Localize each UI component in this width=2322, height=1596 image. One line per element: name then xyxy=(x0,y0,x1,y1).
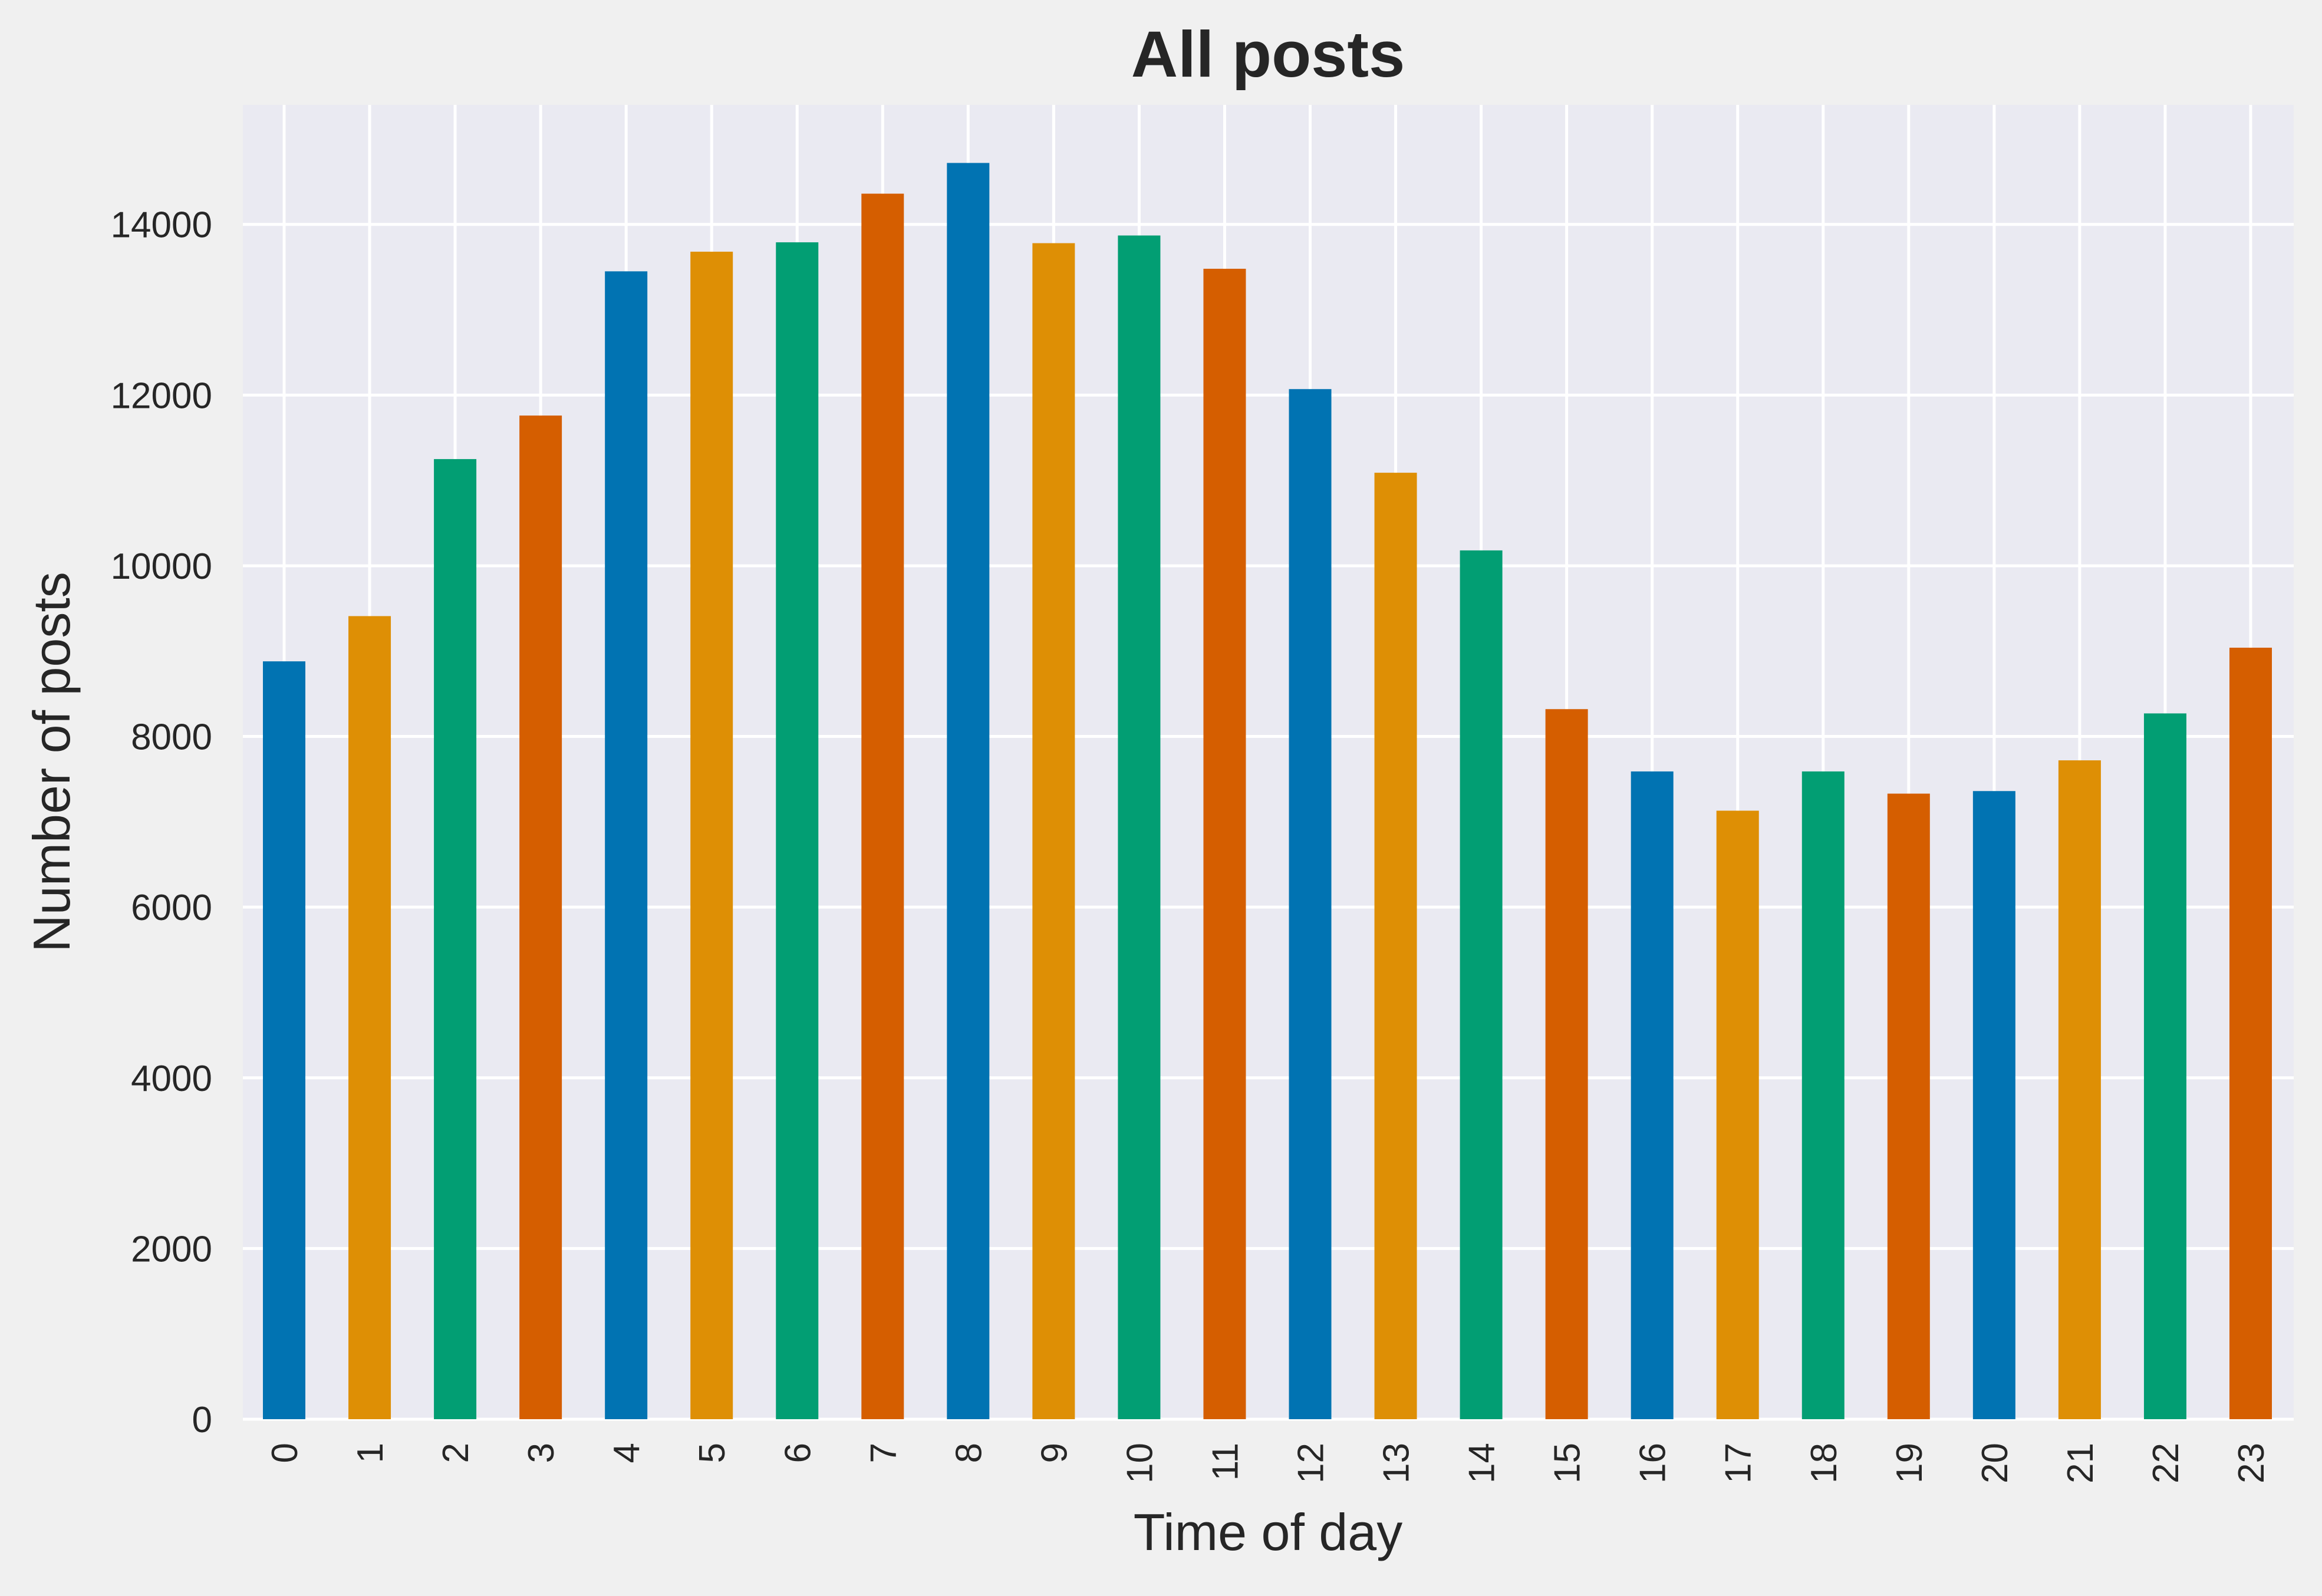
x-tick-label: 1 xyxy=(350,1443,391,1463)
bar-5 xyxy=(690,252,733,1419)
bar-13 xyxy=(1374,473,1417,1420)
x-tick-label: 23 xyxy=(2231,1443,2272,1483)
x-tick-label: 4 xyxy=(607,1443,647,1463)
y-tick-label: 12000 xyxy=(111,375,212,416)
x-tick-label: 18 xyxy=(1804,1443,1845,1483)
x-tick-label: 0 xyxy=(265,1443,305,1463)
bar-9 xyxy=(1032,243,1075,1419)
x-axis-label: Time of day xyxy=(1134,1503,1402,1561)
y-tick-label: 0 xyxy=(192,1400,212,1440)
plot-area xyxy=(243,105,2294,1419)
x-tick-label: 11 xyxy=(1205,1443,1246,1480)
bar-15 xyxy=(1545,709,1588,1419)
x-tick-label: 17 xyxy=(1718,1443,1759,1483)
x-tick-label: 20 xyxy=(1975,1443,2015,1483)
chart-title: All posts xyxy=(1131,18,1405,91)
y-tick-label: 10000 xyxy=(111,546,212,587)
x-tick-label: 15 xyxy=(1547,1443,1588,1483)
bars xyxy=(263,163,2272,1420)
bar-7 xyxy=(861,193,904,1419)
bar-18 xyxy=(1801,771,1845,1419)
bar-6 xyxy=(776,242,819,1419)
bar-3 xyxy=(519,416,562,1420)
bar-2 xyxy=(434,459,477,1419)
x-tick-labels: 0 1 2 3 4 5 6 7 8 9 10 11 12 13 14 15 16 17 18 19 20 21 22 23 xyxy=(265,1443,2272,1483)
bar-12 xyxy=(1289,389,1332,1419)
x-tick-label: 12 xyxy=(1291,1443,1332,1483)
bar-17 xyxy=(1716,810,1759,1419)
x-tick-label: 7 xyxy=(863,1443,904,1463)
x-tick-label: 6 xyxy=(778,1443,818,1463)
bar-10 xyxy=(1118,235,1161,1419)
bar-0 xyxy=(263,661,305,1419)
y-tick-labels: 0 2000 4000 6000 8000 10000 12000 14000 xyxy=(111,205,212,1440)
bar-21 xyxy=(2058,760,2101,1419)
y-axis-label: Number of posts xyxy=(22,572,81,952)
x-tick-label: 2 xyxy=(436,1443,476,1463)
x-tick-label: 10 xyxy=(1119,1443,1160,1483)
y-tick-label: 6000 xyxy=(131,888,212,928)
bar-11 xyxy=(1203,269,1246,1419)
bar-4 xyxy=(605,271,648,1419)
x-tick-label: 14 xyxy=(1462,1443,1503,1483)
x-tick-label: 9 xyxy=(1034,1443,1075,1463)
x-tick-label: 13 xyxy=(1376,1443,1417,1483)
y-tick-label: 4000 xyxy=(131,1058,212,1099)
x-tick-label: 8 xyxy=(948,1443,989,1463)
bar-1 xyxy=(348,616,391,1419)
bar-20 xyxy=(1972,791,2015,1419)
bar-19 xyxy=(1887,793,1930,1419)
x-tick-label: 5 xyxy=(692,1443,733,1463)
bar-14 xyxy=(1460,550,1503,1420)
y-tick-label: 8000 xyxy=(131,717,212,758)
x-tick-label: 22 xyxy=(2146,1443,2186,1483)
x-tick-label: 21 xyxy=(2060,1443,2101,1483)
bar-16 xyxy=(1631,771,1674,1419)
x-tick-label: 3 xyxy=(521,1443,562,1463)
y-tick-label: 2000 xyxy=(131,1229,212,1269)
bar-22 xyxy=(2143,713,2186,1419)
x-tick-label: 19 xyxy=(1889,1443,1930,1483)
bar-23 xyxy=(2229,647,2272,1419)
y-tick-label: 14000 xyxy=(111,205,212,246)
bar-8 xyxy=(947,163,990,1419)
x-tick-label: 16 xyxy=(1633,1443,1674,1483)
